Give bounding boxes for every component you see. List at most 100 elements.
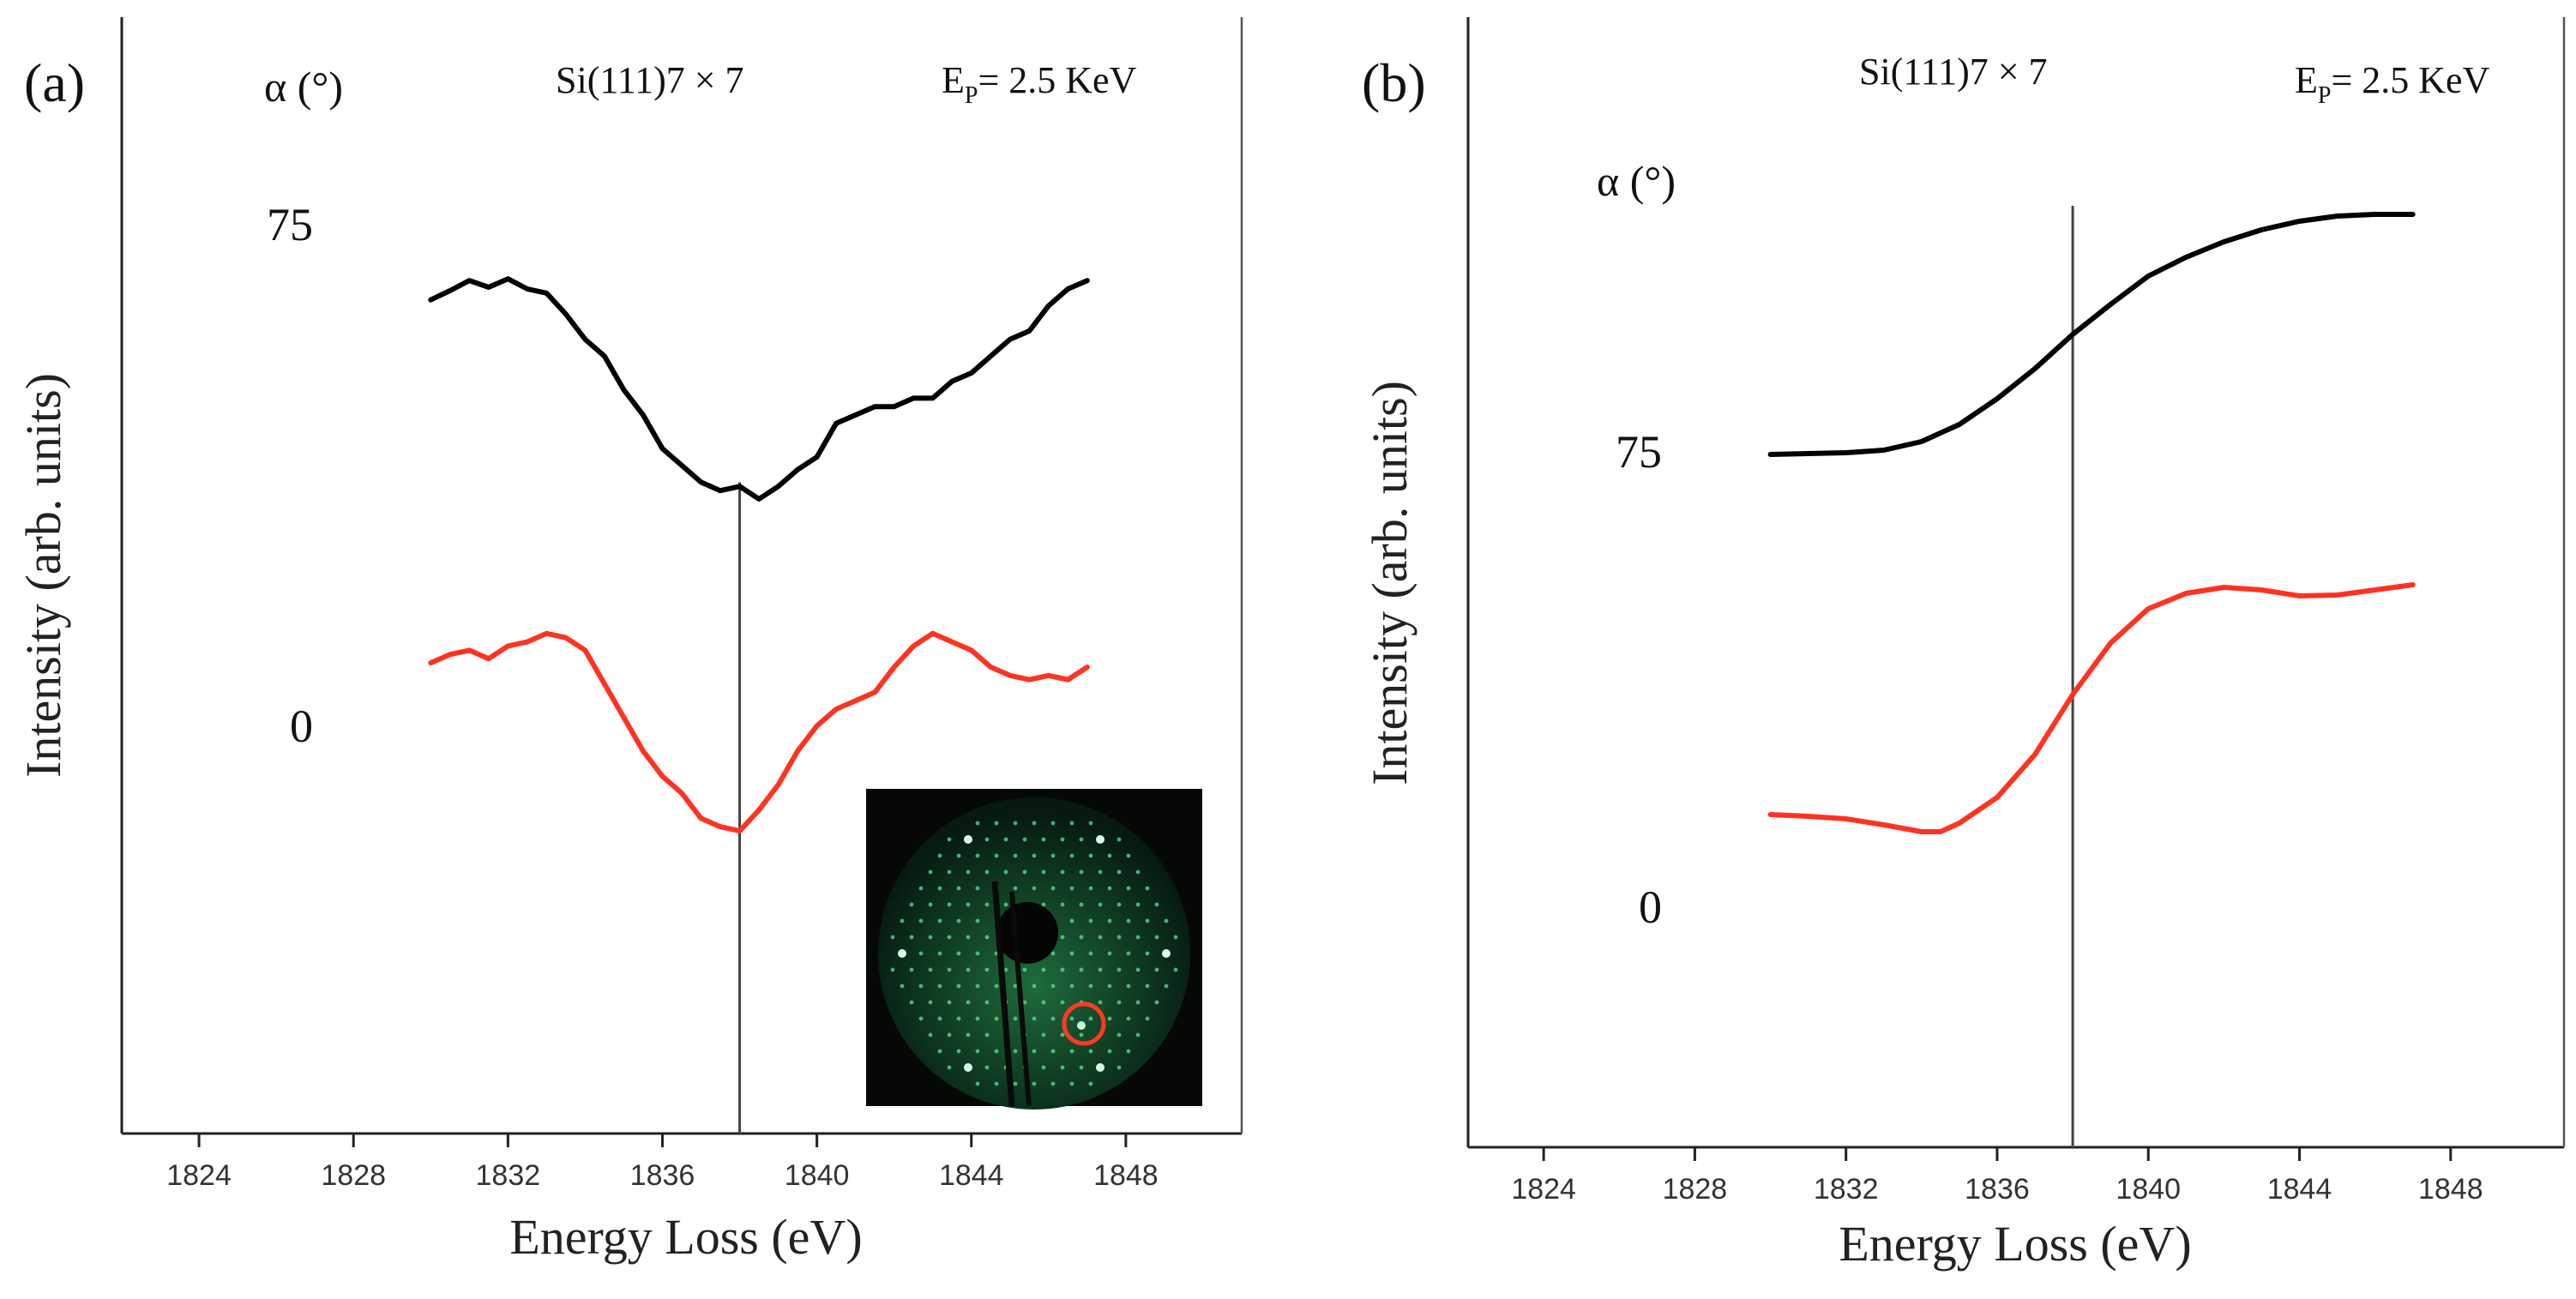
- leed-spot: [1079, 837, 1084, 842]
- leed-spot: [937, 1049, 942, 1054]
- panel-a-label: (a): [24, 52, 85, 113]
- panel-b-energy-label: EP= 2.5 KeV: [2295, 59, 2490, 109]
- leed-spot: [1116, 837, 1122, 842]
- leed-spot: [898, 949, 906, 958]
- leed-spot: [1060, 1000, 1065, 1005]
- leed-spot: [890, 967, 895, 972]
- panel-a-energy-main: E: [942, 59, 965, 101]
- leed-spot: [966, 1032, 971, 1037]
- leed-spot: [947, 967, 952, 972]
- panel-b-y-title: Intensity (arb. units): [1362, 381, 1417, 785]
- leed-spot: [1116, 1032, 1122, 1037]
- panel-b-series-75: [1767, 212, 2416, 457]
- leed-spot: [975, 983, 980, 989]
- leed-spot: [1041, 902, 1046, 907]
- leed-spot: [1107, 918, 1112, 923]
- leed-gun-shadow: [996, 902, 1058, 964]
- leed-spot: [1145, 886, 1150, 891]
- leed-spot: [966, 902, 971, 907]
- panel-a-energy-value: = 2.5 KeV: [978, 59, 1136, 101]
- leed-spot: [1013, 1049, 1018, 1054]
- leed-spot: [890, 935, 895, 940]
- leed-spot: [1069, 983, 1074, 989]
- leed-spot: [1107, 951, 1112, 956]
- leed-spot: [1013, 853, 1018, 858]
- leed-spot: [900, 918, 905, 923]
- panel-b-x-tick-label-1836: 1836: [1965, 1173, 2030, 1206]
- leed-spot: [1032, 1016, 1037, 1021]
- panel-b-x-tick-label-1844: 1844: [2267, 1173, 2332, 1206]
- leed-spot: [1013, 821, 1018, 826]
- panel-b-x-tick-label-1828: 1828: [1663, 1173, 1728, 1206]
- panel-a-curves: [428, 276, 1090, 1134]
- leed-spot: [1154, 935, 1159, 940]
- leed-spot: [1079, 1032, 1084, 1037]
- leed-spot: [909, 902, 914, 907]
- leed-spot: [1032, 983, 1037, 989]
- leed-spot: [1041, 967, 1046, 972]
- leed-gun-arm-right: [1009, 891, 1032, 1107]
- leed-spot: [1126, 886, 1131, 891]
- panel-a-x-tick-label-1848: 1848: [1093, 1159, 1159, 1192]
- leed-spot: [1022, 1000, 1027, 1005]
- leed-spot: [1060, 1032, 1065, 1037]
- panel-a-x-tick-label-1828: 1828: [321, 1159, 386, 1192]
- leed-spot: [1154, 902, 1159, 907]
- leed-spot: [1041, 1032, 1046, 1037]
- leed-spot: [1116, 902, 1122, 907]
- leed-spot: [1079, 869, 1084, 875]
- leed-spot: [1069, 951, 1074, 956]
- leed-spot: [1154, 967, 1159, 972]
- leed-spot: [956, 983, 961, 989]
- leed-spot: [947, 837, 952, 842]
- leed-spot: [1032, 821, 1037, 826]
- leed-spot: [900, 983, 905, 989]
- leed-spot: [1088, 951, 1093, 956]
- leed-spot: [1088, 1049, 1093, 1054]
- leed-spot: [1041, 1000, 1046, 1005]
- leed-spot: [966, 1000, 971, 1005]
- leed-spot: [966, 935, 971, 940]
- leed-spot: [1069, 821, 1074, 826]
- leed-spot: [1154, 1000, 1159, 1005]
- leed-spot: [1050, 886, 1056, 891]
- leed-spot: [1079, 902, 1084, 907]
- panel-a-series-0: [428, 630, 1090, 834]
- leed-spot: [1107, 983, 1112, 989]
- leed-spot: [984, 1065, 990, 1070]
- leed-spot: [964, 835, 972, 844]
- leed-spot: [1050, 1081, 1056, 1086]
- leed-spot: [994, 853, 999, 858]
- leed-spot: [1088, 821, 1093, 826]
- panel-a-x-tick-label-1840: 1840: [785, 1159, 850, 1192]
- panel-b-energy-value: = 2.5 KeV: [2331, 59, 2489, 101]
- leed-spot: [1098, 967, 1103, 972]
- panel-a-series-label-75: 75: [267, 199, 313, 250]
- leed-spot: [947, 935, 952, 940]
- leed-spot: [1050, 821, 1056, 826]
- panel-b-ticks: 1824 1828 1832 1836 1840 1844 1848: [1511, 1147, 2483, 1206]
- leed-spot: [1126, 1049, 1131, 1054]
- leed-spot: [937, 1016, 942, 1021]
- leed-spot: [947, 1065, 952, 1070]
- leed-spot: [1135, 869, 1141, 875]
- panel-a-series-label-0: 0: [290, 701, 313, 752]
- panel-a-x-tick-label-1844: 1844: [939, 1159, 1004, 1192]
- leed-spot: [1164, 918, 1169, 923]
- leed-spot: [1032, 1049, 1037, 1054]
- leed-spot: [1107, 1049, 1112, 1054]
- leed-spot: [937, 886, 942, 891]
- leed-spot: [928, 1032, 933, 1037]
- leed-spot: [1003, 967, 1008, 972]
- leed-spot: [1079, 967, 1084, 972]
- panel-a-title: Si(111)7 × 7: [556, 59, 744, 101]
- leed-spot: [1098, 935, 1103, 940]
- leed-spot: [975, 1081, 980, 1086]
- leed-spot: [1069, 886, 1074, 891]
- leed-inset-image: [866, 789, 1202, 1110]
- leed-spot: [1098, 902, 1103, 907]
- leed-spot: [1126, 853, 1131, 858]
- leed-spot: [1050, 951, 1056, 956]
- leed-spot: [1116, 967, 1122, 972]
